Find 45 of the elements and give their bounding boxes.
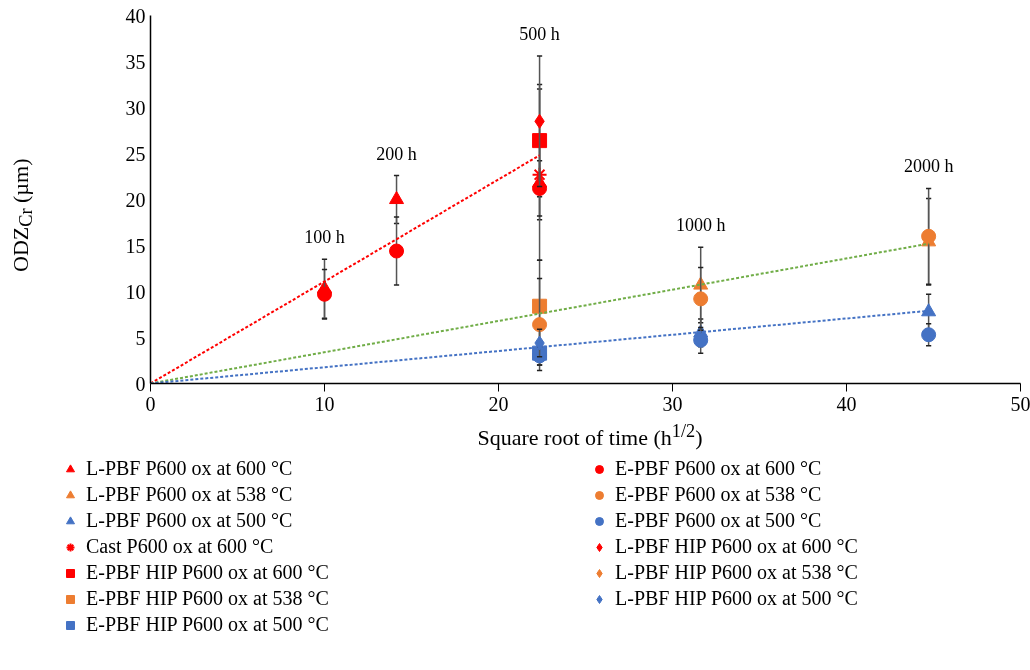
legend-label: Cast P600 ox at 600 °C <box>86 535 275 558</box>
x-tick-label: 20 <box>488 392 509 415</box>
point <box>532 180 548 196</box>
x-tick-label: 50 <box>1010 392 1030 415</box>
annotation: 500 h <box>519 23 560 44</box>
legend-label: E-PBF HIP P600 ox at 600 °C <box>86 561 330 584</box>
x-tick-label: 10 <box>314 392 335 415</box>
point <box>389 190 405 205</box>
legend-label: L-PBF HIP P600 ox at 538 °C <box>615 561 859 584</box>
x-tick-label: 40 <box>836 392 857 415</box>
annotation: 200 h <box>376 143 417 164</box>
point <box>531 166 548 183</box>
y-tick-label: 15 <box>125 234 146 257</box>
legend-label: L-PBF HIP P600 ox at 600 °C <box>615 535 859 558</box>
legend-label: E-PBF P600 ox at 600 °C <box>615 457 823 480</box>
legend-label: E-PBF P600 ox at 500 °C <box>615 509 823 532</box>
legend-label: L-PBF P600 ox at 600 °C <box>86 457 294 480</box>
y-tick-label: 20 <box>125 188 146 211</box>
y-tick-label: 5 <box>135 326 146 349</box>
x-axis-title: Square root of time (h$^{1/2}$) <box>477 420 703 453</box>
point <box>693 291 709 307</box>
point <box>532 133 548 149</box>
point <box>921 303 937 317</box>
legend-label: E-PBF HIP P600 ox at 500 °C <box>86 613 330 636</box>
point <box>921 327 937 343</box>
legend-label: L-PBF P600 ox at 538 °C <box>86 483 294 506</box>
annotation: 1000 h <box>675 215 726 236</box>
point <box>317 286 332 302</box>
legend-label: E-PBF P600 ox at 538 °C <box>615 483 823 506</box>
y-tick-label: 40 <box>125 4 146 27</box>
x-tick-label: 30 <box>662 392 683 415</box>
annotation: 2000 h <box>903 156 954 177</box>
y-tick-label: 25 <box>125 142 146 165</box>
y-tick-label: 10 <box>125 280 146 303</box>
point <box>389 243 405 259</box>
y-tick-label: 0 <box>135 372 146 395</box>
y-tick-label: 35 <box>125 50 146 73</box>
point <box>693 332 709 348</box>
legend-label: E-PBF HIP P600 ox at 538 °C <box>86 587 330 610</box>
point <box>532 317 548 333</box>
annotation: 100 h <box>304 227 345 248</box>
legend-label: L-PBF HIP P600 ox at 500 °C <box>615 587 859 610</box>
point <box>921 228 937 244</box>
y-tick-label: 30 <box>125 96 146 119</box>
legend-label: L-PBF P600 ox at 500 °C <box>86 509 294 532</box>
